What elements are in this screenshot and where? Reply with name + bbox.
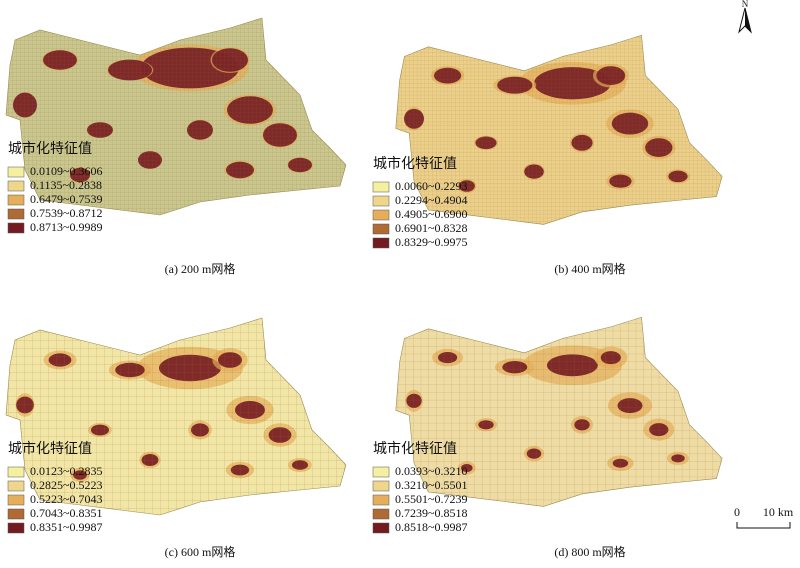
map-panel bbox=[395, 34, 723, 225]
legend-swatch bbox=[7, 222, 25, 234]
legend-swatch bbox=[372, 181, 390, 193]
scale-start: 0 bbox=[734, 505, 740, 519]
legend-swatch bbox=[7, 508, 25, 520]
legend-label: 0.0393~0.3210 bbox=[395, 464, 468, 478]
legend-label: 0.8518~0.9987 bbox=[395, 520, 468, 534]
panel-caption: (c) 600 m网格 bbox=[165, 544, 236, 559]
legend-swatch bbox=[7, 180, 25, 192]
legend-label: 0.5223~0.7043 bbox=[30, 492, 103, 506]
legend-label: 0.7043~0.8351 bbox=[30, 506, 103, 520]
legend-swatch bbox=[7, 466, 25, 478]
legend-swatch bbox=[372, 223, 390, 235]
legend-label: 0.8713~0.9989 bbox=[30, 220, 103, 234]
legend-title: 城市化特征值 bbox=[8, 440, 92, 457]
legend-title: 城市化特征值 bbox=[373, 155, 457, 172]
legend-swatch bbox=[7, 480, 25, 492]
legend-swatch bbox=[372, 209, 390, 221]
panel-caption: (a) 200 m网格 bbox=[165, 261, 236, 276]
legend-label: 0.1135~0.2838 bbox=[30, 178, 102, 192]
legend-swatch bbox=[7, 494, 25, 506]
panel-caption: (b) 400 m网格 bbox=[554, 261, 625, 276]
legend-label: 0.6479~0.7539 bbox=[30, 192, 103, 206]
legend-swatch bbox=[7, 522, 25, 534]
legend-label: 0.0123~0.2835 bbox=[30, 464, 103, 478]
urban-areas bbox=[395, 35, 723, 225]
legend-label: 0.3210~0.5501 bbox=[395, 478, 468, 492]
legend-label: 0.2294~0.4904 bbox=[395, 193, 468, 207]
legend-swatch bbox=[372, 237, 390, 249]
legend-swatch bbox=[7, 194, 25, 206]
map-panel bbox=[5, 17, 347, 216]
legend-label: 0.6901~0.8328 bbox=[395, 221, 468, 235]
scale-bar: 0 10 km bbox=[734, 505, 794, 529]
legend-swatch bbox=[372, 508, 390, 520]
scale-end: 10 km bbox=[763, 505, 794, 519]
panel-caption: (d) 800 m网格 bbox=[554, 544, 625, 559]
legend-title: 城市化特征值 bbox=[8, 140, 92, 157]
legend-label: 0.0109~0.3606 bbox=[30, 164, 103, 178]
legend-swatch bbox=[372, 494, 390, 506]
legend-title: 城市化特征值 bbox=[373, 440, 457, 457]
legend-label: 0.4905~0.6900 bbox=[395, 207, 468, 221]
legend-swatch bbox=[372, 480, 390, 492]
legend-label: 0.5501~0.7239 bbox=[395, 492, 468, 506]
legend-swatch bbox=[372, 522, 390, 534]
north-label: N bbox=[742, 0, 749, 9]
legend-swatch bbox=[372, 466, 390, 478]
legend-label: 0.0060~0.2293 bbox=[395, 179, 468, 193]
legend-swatch bbox=[7, 208, 25, 220]
legend-label: 0.8329~0.9975 bbox=[395, 235, 468, 249]
legend-label: 0.8351~0.9987 bbox=[30, 520, 103, 534]
legend-label: 0.7239~0.8518 bbox=[395, 506, 468, 520]
legend-label: 0.7539~0.8712 bbox=[30, 206, 103, 220]
north-arrow: N bbox=[738, 0, 752, 34]
legend-swatch bbox=[7, 166, 25, 178]
legend-swatch bbox=[372, 195, 390, 207]
legend-label: 0.2825~0.5223 bbox=[30, 478, 103, 492]
